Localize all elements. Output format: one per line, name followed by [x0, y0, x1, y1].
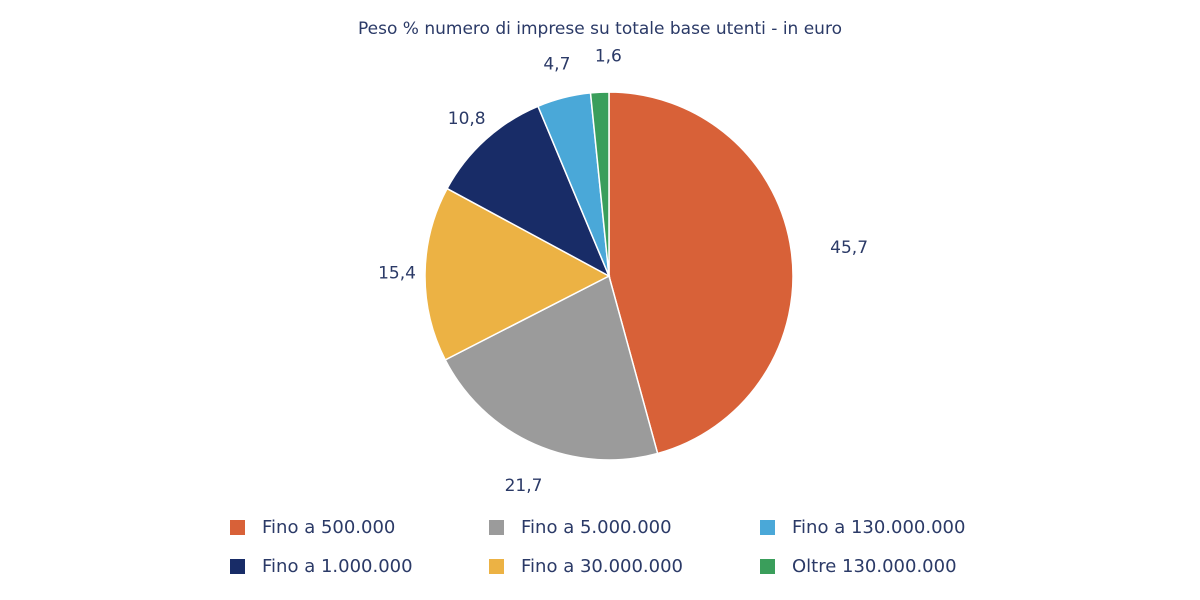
data-label-6: 1,6 — [595, 46, 622, 66]
legend-label: Oltre 130.000.000 — [792, 555, 957, 577]
legend-label: Fino a 1.000.000 — [262, 555, 413, 577]
pie-slice-2 — [444, 274, 659, 461]
legend-item: Fino a 30.000.000 — [489, 555, 683, 577]
legend-item: Fino a 130.000.000 — [760, 516, 965, 538]
legend-swatch — [489, 519, 504, 535]
legend-swatch — [760, 519, 775, 535]
pie-slice-4 — [446, 105, 611, 278]
legend-swatch — [230, 519, 245, 535]
data-label-2: 21,7 — [505, 476, 543, 496]
legend-label: Fino a 500.000 — [262, 516, 396, 538]
legend-swatch — [489, 558, 504, 574]
legend-swatch — [230, 558, 245, 574]
data-label-1: 45,7 — [830, 238, 868, 258]
pie-slice-1 — [608, 91, 794, 455]
legend-label: Fino a 5.000.000 — [521, 516, 672, 538]
data-label-5: 4,7 — [543, 55, 570, 75]
chart-title: Peso % numero di imprese su totale base … — [358, 19, 842, 39]
legend-label: Fino a 30.000.000 — [521, 555, 683, 577]
legend-swatch — [760, 558, 775, 574]
legend-item: Fino a 500.000 — [230, 516, 395, 538]
legend-label: Fino a 130.000.000 — [792, 516, 966, 538]
pie-slice-3 — [424, 187, 611, 361]
pie-slices — [424, 91, 794, 461]
pie-slice-6 — [589, 91, 610, 277]
legend-item: Fino a 5.000.000 — [489, 516, 672, 538]
legend-item: Oltre 130.000.000 — [760, 555, 957, 577]
legend-item: Fino a 1.000.000 — [230, 555, 413, 577]
data-label-3: 15,4 — [378, 264, 416, 284]
pie-data-labels: 45,7 21,7 15,4 10,8 4,7 1,6 — [378, 46, 868, 496]
data-label-4: 10,8 — [448, 109, 486, 129]
